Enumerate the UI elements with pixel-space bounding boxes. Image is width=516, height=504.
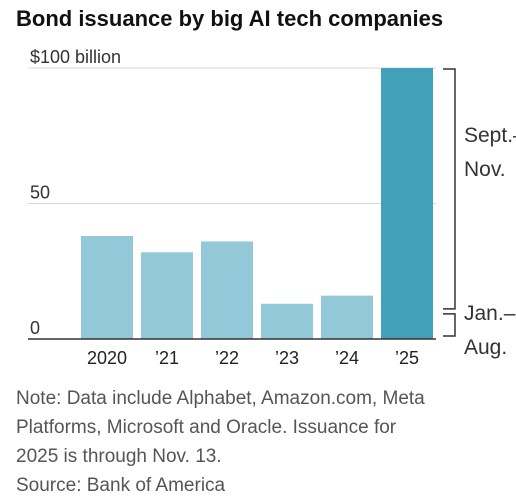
x-tick-label: ’24 bbox=[335, 348, 359, 368]
x-tick-label: ’23 bbox=[275, 348, 299, 368]
bar-3 bbox=[261, 303, 313, 339]
bar-5 bbox=[381, 68, 433, 339]
note-line: 2025 is through Nov. 13. bbox=[16, 446, 222, 467]
x-tick-label: 2020 bbox=[87, 348, 127, 368]
note-line: Note: Data include Alphabet, Amazon.com,… bbox=[16, 388, 425, 409]
x-tick-label: ’21 bbox=[155, 348, 179, 368]
y-tick-label: $100 billion bbox=[30, 47, 121, 67]
source-line: Source: Bank of America bbox=[16, 475, 226, 496]
bar-2 bbox=[201, 241, 253, 339]
bar-chart: $100 billion 50 0 2020 ’21 ’22 ’23 ’24 ’25 Jan.– A… bbox=[28, 47, 516, 368]
chart-title: Bond issuance by big AI tech companies bbox=[16, 6, 444, 31]
bracket-label-jan-aug-line2: Aug. bbox=[464, 336, 507, 359]
x-tick-label: ’22 bbox=[215, 348, 239, 368]
bar-4 bbox=[321, 295, 373, 339]
y-tick-label: 50 bbox=[30, 183, 50, 203]
bracket-label-sept-nov-line1: Sept.– bbox=[464, 124, 516, 147]
bracket-sept-nov bbox=[443, 68, 456, 310]
y-tick-label: 0 bbox=[30, 318, 40, 338]
note-line: Platforms, Microsoft and Oracle. Issuanc… bbox=[16, 417, 397, 438]
x-tick-label: ’25 bbox=[395, 348, 419, 368]
bar-1 bbox=[141, 252, 193, 339]
bracket-label-sept-nov-line2: Nov. bbox=[464, 158, 506, 181]
bracket-jan-aug bbox=[443, 313, 456, 337]
bracket-label-jan-aug-line1: Jan.– bbox=[464, 302, 516, 325]
chart-notes: Note: Data include Alphabet, Amazon.com,… bbox=[16, 384, 506, 500]
bar-0 bbox=[81, 236, 133, 339]
